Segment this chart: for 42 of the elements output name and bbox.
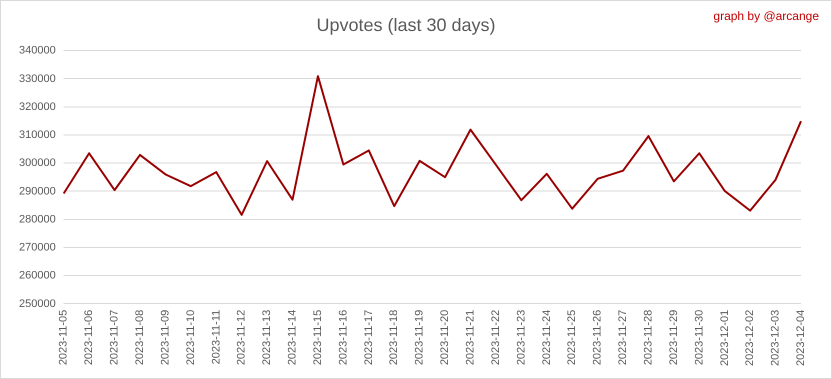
x-tick-label: 2023-11-16 bbox=[337, 310, 350, 366]
chart-title: Upvotes (last 30 days) bbox=[316, 14, 496, 35]
x-tick-label: 2023-11-15 bbox=[312, 310, 324, 366]
x-tick-label: 2023-11-28 bbox=[642, 310, 654, 366]
x-tick-label: 2023-11-24 bbox=[540, 310, 553, 366]
y-tick-label: 260000 bbox=[18, 270, 56, 282]
x-tick-label: 2023-11-19 bbox=[414, 310, 426, 366]
x-tick-label: 2023-12-02 bbox=[744, 310, 756, 366]
x-tick-label: 2023-11-18 bbox=[388, 310, 400, 366]
y-tick-label: 340000 bbox=[18, 44, 56, 57]
x-tick-label: 2023-11-11 bbox=[210, 310, 222, 364]
x-tick-label: 2023-11-09 bbox=[159, 310, 172, 366]
x-tick-label: 2023-11-27 bbox=[617, 310, 630, 366]
x-tick-label: 2023-11-17 bbox=[362, 310, 375, 366]
x-tick-label: 2023-11-06 bbox=[83, 310, 96, 366]
x-tick-label: 2023-12-01 bbox=[718, 310, 731, 366]
text: graph by @arcange bbox=[713, 9, 819, 23]
x-tick-label: 2023-11-29 bbox=[668, 310, 680, 366]
x-tick-label: 2023-11-23 bbox=[515, 310, 528, 366]
x-tick-label: 2023-11-21 bbox=[464, 310, 477, 366]
x-tick-label: 2023-11-05 bbox=[58, 310, 70, 366]
y-tick-label: 320000 bbox=[18, 100, 56, 113]
x-tick-label: 2023-11-26 bbox=[592, 310, 604, 366]
x-tick-label: 2023-11-08 bbox=[134, 310, 146, 366]
y-tick-label: 290000 bbox=[18, 185, 56, 198]
x-tick-label: 2023-11-22 bbox=[490, 310, 502, 366]
x-tick-label: 2023-11-07 bbox=[108, 310, 121, 366]
x-tick-label: 2023-11-25 bbox=[566, 310, 578, 366]
x-tick-label: 2023-11-30 bbox=[693, 310, 706, 366]
x-tick-label: 2023-12-04 bbox=[795, 310, 808, 366]
x-tick-label: 2023-11-12 bbox=[236, 310, 248, 366]
x-tick-label: 2023-11-10 bbox=[184, 310, 197, 366]
y-tick-label: 330000 bbox=[18, 72, 56, 85]
y-tick-label: 250000 bbox=[18, 298, 56, 310]
y-tick-label: 280000 bbox=[18, 213, 56, 226]
x-tick-label: 2023-11-14 bbox=[286, 310, 299, 366]
y-tick-label: 300000 bbox=[18, 157, 56, 170]
x-tick-label: 2023-11-13 bbox=[261, 310, 274, 366]
y-tick-label: 270000 bbox=[18, 242, 56, 254]
x-tick-label: 2023-12-03 bbox=[770, 310, 782, 366]
x-tick-label: 2023-11-20 bbox=[439, 310, 452, 366]
y-tick-label: 310000 bbox=[18, 129, 56, 142]
